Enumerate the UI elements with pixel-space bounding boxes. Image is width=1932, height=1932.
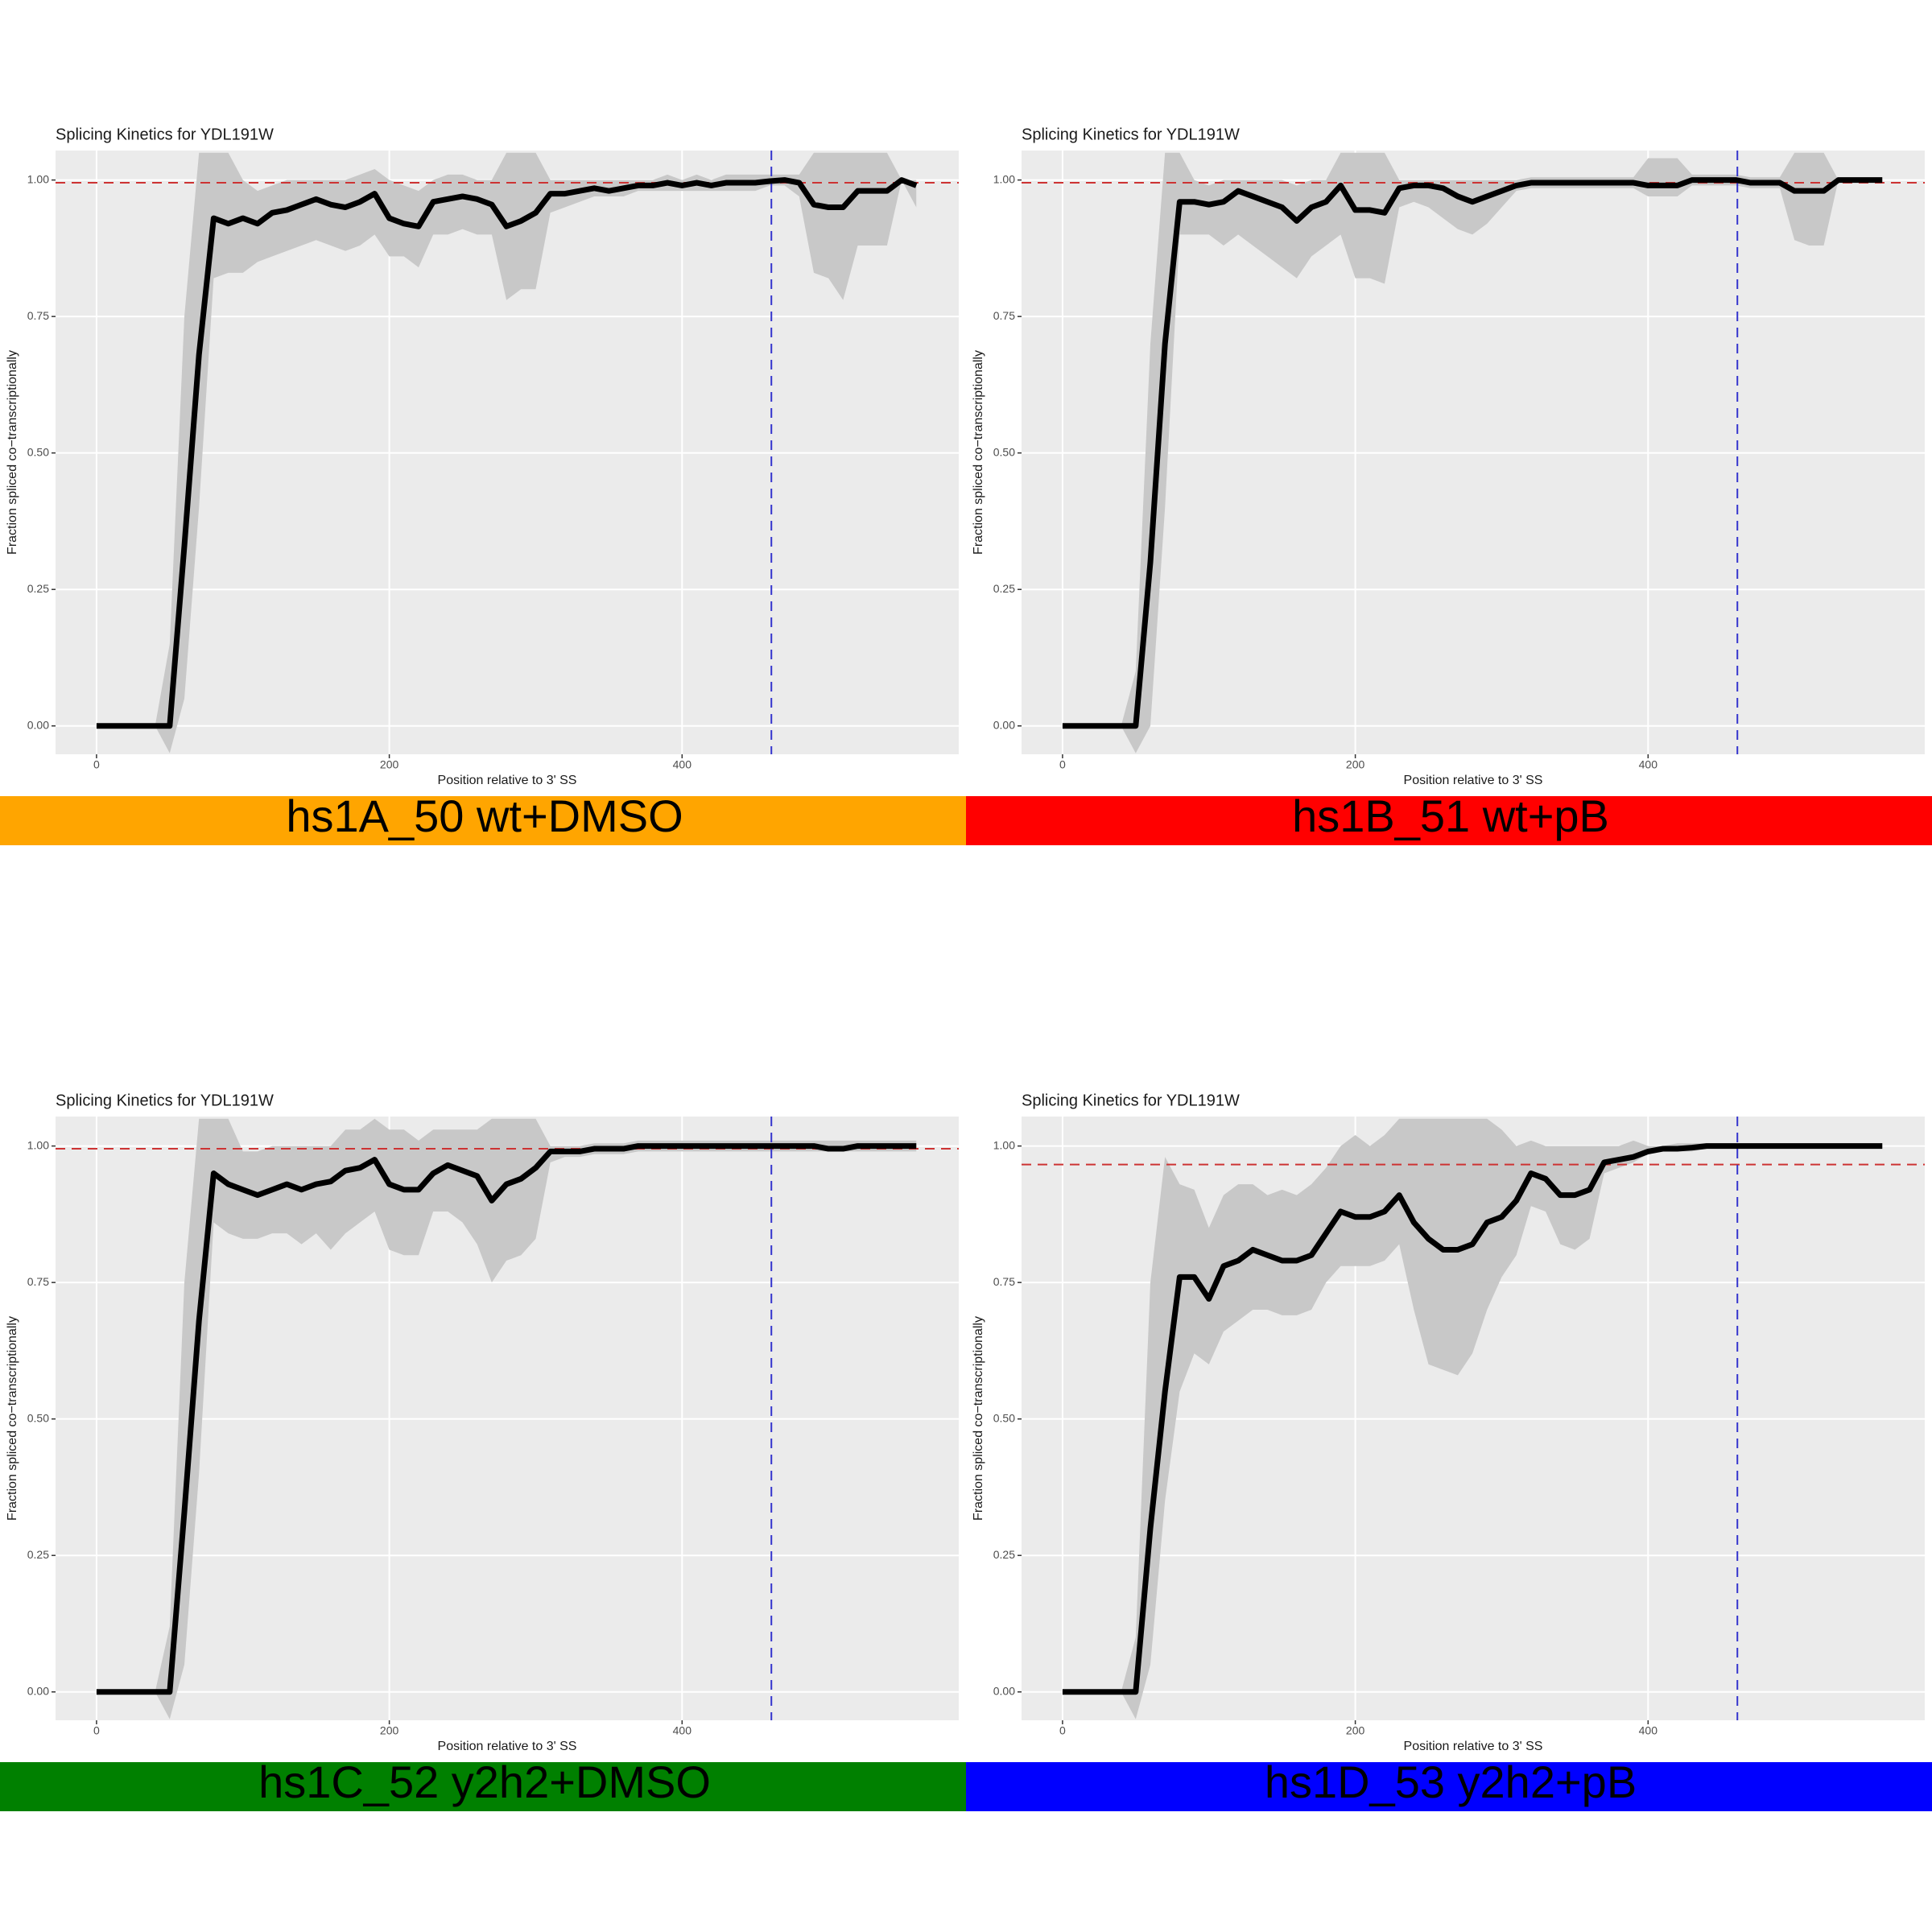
panel-label-bar xyxy=(966,1762,1932,1811)
x-tick-label: 200 xyxy=(380,758,399,771)
data-line xyxy=(96,177,918,729)
plot-area xyxy=(56,1117,959,1720)
panel-label: hs1D_53 y2h2+pB xyxy=(1265,1757,1637,1807)
y-tick-label: 0.50 xyxy=(27,1411,49,1424)
x-tick-label: 400 xyxy=(673,758,692,771)
panel: 0.00 0.25 0.50 0.75 1.00 0 200 400 Splicing Kine… xyxy=(966,126,1932,845)
data-line xyxy=(96,1143,917,1695)
x-tick-label: 0 xyxy=(1059,1724,1066,1737)
x-tick-label: 400 xyxy=(1639,758,1658,771)
y-tick-label: 0.00 xyxy=(993,718,1015,731)
y-tick-label: 0.75 xyxy=(27,309,49,322)
y-tick-label: 0.50 xyxy=(27,445,49,458)
y-tick-label: 1.00 xyxy=(27,1138,49,1151)
plot-area xyxy=(1022,151,1925,754)
y-tick-label: 0.75 xyxy=(993,1275,1015,1288)
x-tick-label: 200 xyxy=(380,1724,399,1737)
x-tick-label: 200 xyxy=(1346,758,1365,771)
panel: 0.00 0.25 0.50 0.75 1.00 0 200 400 Splicing Kine… xyxy=(0,1092,966,1811)
panel-label: hs1B_51 wt+pB xyxy=(1292,791,1609,841)
confidence-band xyxy=(96,152,917,753)
panel-label-bar xyxy=(966,796,1932,845)
panel-label-bar xyxy=(0,796,966,845)
y-tick-label: 0.25 xyxy=(993,1548,1015,1561)
panel: 0.00 0.25 0.50 0.75 1.00 0 200 400 Splicing Kine… xyxy=(0,126,966,845)
confidence-band xyxy=(1062,152,1883,753)
chart-title: Splicing Kinetics for YDL191W xyxy=(56,126,274,143)
chart-title: Splicing Kinetics for YDL191W xyxy=(1022,126,1240,143)
y-tick-label: 0.00 xyxy=(27,718,49,731)
panel-label: hs1A_50 wt+DMSO xyxy=(286,791,683,841)
x-axis-title: Position relative to 3' SS xyxy=(438,1740,577,1753)
y-tick-label: 1.00 xyxy=(993,172,1015,185)
x-tick-label: 0 xyxy=(93,758,100,771)
panel-label-bar xyxy=(0,1762,966,1811)
y-tick-label: 0.50 xyxy=(993,445,1015,458)
x-tick-label: 400 xyxy=(673,1724,692,1737)
x-axis-title: Position relative to 3' SS xyxy=(1404,1740,1543,1753)
y-tick-label: 0.00 xyxy=(27,1684,49,1697)
y-axis-title: Fraction spliced co−transcriptionally xyxy=(972,350,985,555)
y-tick-label: 1.00 xyxy=(27,172,49,185)
chart-title: Splicing Kinetics for YDL191W xyxy=(1022,1092,1240,1109)
y-tick-label: 0.75 xyxy=(993,309,1015,322)
y-tick-label: 0.75 xyxy=(27,1275,49,1288)
plot-area xyxy=(1022,1117,1925,1720)
x-axis-title: Position relative to 3' SS xyxy=(438,774,577,787)
y-tick-label: 0.25 xyxy=(993,582,1015,595)
x-tick-label: 200 xyxy=(1346,1724,1365,1737)
y-axis-title: Fraction spliced co−transcriptionally xyxy=(972,1316,985,1521)
y-tick-label: 0.25 xyxy=(27,582,49,595)
y-tick-label: 0.25 xyxy=(27,1548,49,1561)
x-axis-title: Position relative to 3' SS xyxy=(1404,774,1543,787)
x-tick-label: 400 xyxy=(1639,1724,1658,1737)
data-line xyxy=(1062,1143,1883,1695)
x-tick-label: 0 xyxy=(1059,758,1066,771)
panel-label: hs1C_52 y2h2+DMSO xyxy=(258,1757,711,1807)
y-axis-title: Fraction spliced co−transcriptionally xyxy=(6,350,19,555)
y-tick-label: 0.50 xyxy=(993,1411,1015,1424)
confidence-band xyxy=(1062,1118,1883,1719)
y-tick-label: 1.00 xyxy=(993,1138,1015,1151)
panel: 0.00 0.25 0.50 0.75 1.00 0 200 400 Splicing Kine… xyxy=(966,1092,1932,1811)
y-axis-title: Fraction spliced co−transcriptionally xyxy=(6,1316,19,1521)
y-tick-label: 0.00 xyxy=(993,1684,1015,1697)
data-line xyxy=(1062,177,1883,729)
chart-title: Splicing Kinetics for YDL191W xyxy=(56,1092,274,1109)
plot-area xyxy=(56,151,959,754)
confidence-band xyxy=(96,1118,917,1719)
x-tick-label: 0 xyxy=(93,1724,100,1737)
